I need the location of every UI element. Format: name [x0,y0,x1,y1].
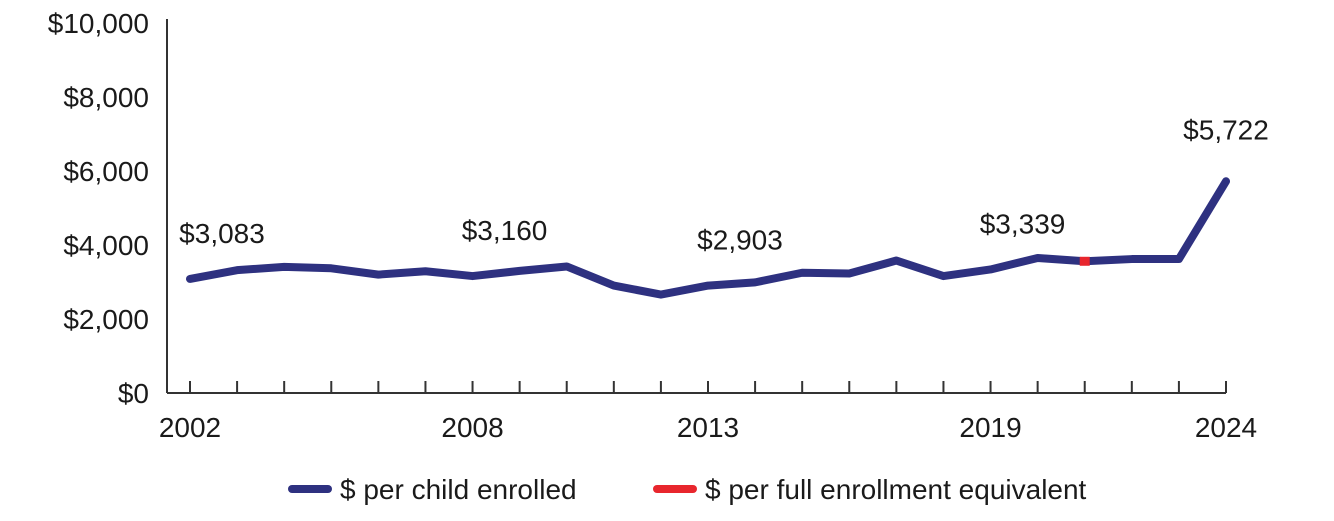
series-lines [186,177,1230,299]
data-label: $2,903 [697,225,783,256]
data-label: $3,083 [179,218,265,249]
legend-label: $ per child enrolled [340,474,577,505]
axes: $0 $2,000 $4,000 $6,000 $8,000 $10,000 2002 200… [48,8,1257,443]
x-tick-label: 2002 [159,412,221,443]
y-tick-label: $6,000 [63,156,149,187]
x-tick-label: 2024 [1195,412,1257,443]
y-tick-label: $2,000 [63,304,149,335]
data-label: $3,339 [980,208,1066,239]
x-tick-label: 2008 [441,412,503,443]
y-tick-label: $0 [118,378,149,409]
y-tick-label: $10,000 [48,8,149,39]
x-tick-label: 2019 [959,412,1021,443]
y-tick-label: $4,000 [63,230,149,261]
data-label: $5,722 [1183,114,1269,145]
x-tick-label: 2013 [677,412,739,443]
data-label: $3,160 [462,215,548,246]
y-tick-label: $8,000 [63,82,149,113]
legend-item-per-full-enrollment-equivalent: $ per full enrollment equivalent [653,474,1087,505]
data-labels: $3,083 $3,160 $2,903 $3,339 $5,722 [179,114,1269,255]
legend-item-per-child-enrolled: $ per child enrolled [288,474,577,505]
legend: $ per child enrolled $ per full enrollmen… [288,474,1087,505]
legend-label: $ per full enrollment equivalent [705,474,1087,505]
